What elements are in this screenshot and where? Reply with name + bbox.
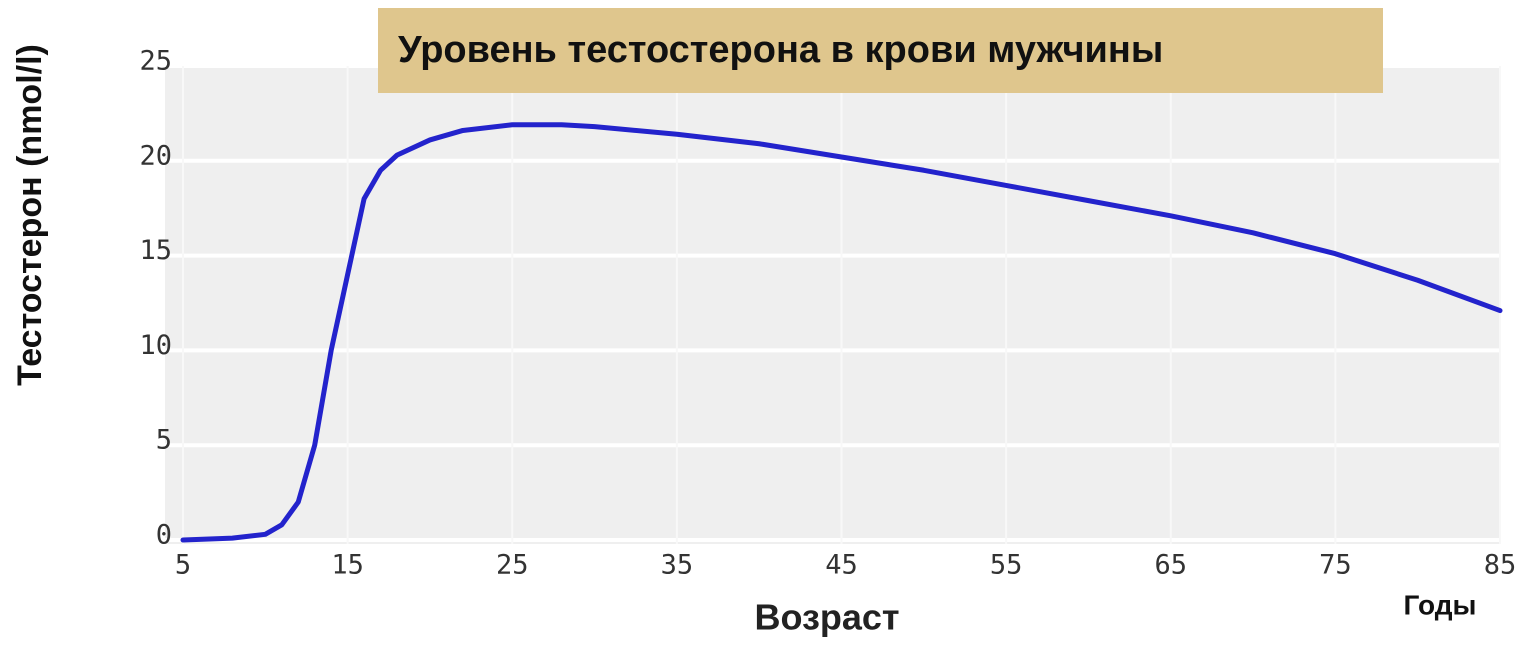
x-tick-label: 5 [175, 550, 191, 581]
data-line [180, 122, 1503, 543]
y-tick-label: 10 [139, 330, 172, 361]
y-tick-label: 15 [139, 235, 172, 266]
title-box [378, 8, 1383, 93]
y-tick-label: 20 [139, 140, 172, 171]
x-tick-label: 15 [331, 550, 364, 581]
x-tick-label: 35 [661, 550, 694, 581]
plot-area [165, 66, 1500, 544]
chart-title: Уровень тестостерона в крови мужчины [398, 29, 1163, 71]
x-axis-label: Возраст [754, 597, 899, 638]
x-tick-label: 65 [1154, 550, 1187, 581]
y-tick-label: 0 [156, 520, 172, 551]
x-tick-label: 45 [825, 550, 858, 581]
x-unit-label: Годы [1404, 589, 1477, 620]
x-tick-label: 85 [1484, 550, 1517, 581]
x-tick-label: 55 [990, 550, 1023, 581]
y-axis-label: Тестостерон (nmol/l) [11, 44, 49, 386]
x-tick-label: 75 [1319, 550, 1352, 581]
x-tick-label: 25 [496, 550, 529, 581]
y-tick-label: 5 [156, 425, 172, 456]
y-tick-label: 25 [139, 46, 172, 77]
